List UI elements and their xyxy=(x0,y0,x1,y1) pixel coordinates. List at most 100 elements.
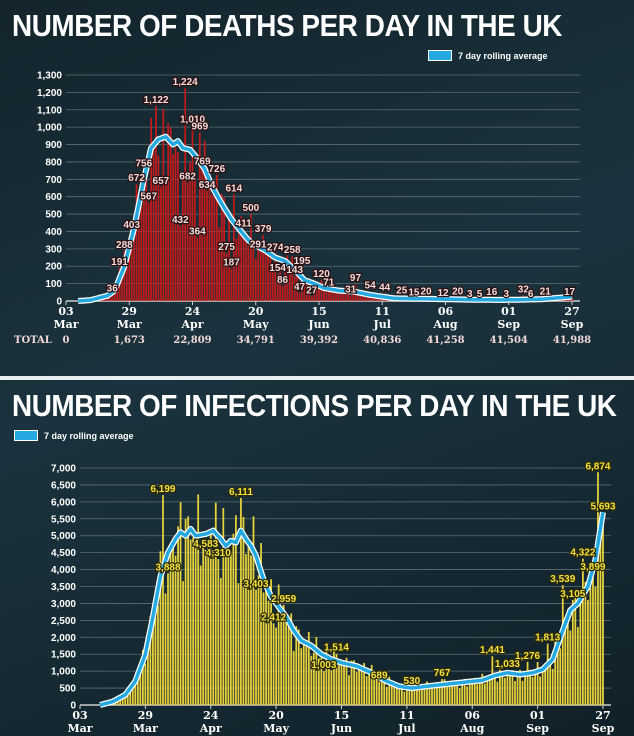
bar xyxy=(275,627,278,705)
bar xyxy=(347,288,350,301)
running-total: 34,791 xyxy=(237,335,275,346)
bar xyxy=(235,515,237,705)
y-tick-label: 2,500 xyxy=(51,616,76,627)
bar xyxy=(355,671,358,705)
y-tick-label: 3,000 xyxy=(51,599,76,610)
running-total: 39,392 xyxy=(300,335,338,346)
bar xyxy=(262,592,265,705)
data-label: 682 xyxy=(179,171,196,182)
data-label: 767 xyxy=(434,668,451,679)
bar xyxy=(549,661,552,705)
bar xyxy=(303,277,306,301)
data-label: 1,514 xyxy=(324,643,349,654)
bar xyxy=(232,533,235,705)
bar xyxy=(301,267,303,301)
bar xyxy=(296,275,298,301)
running-total: 1,673 xyxy=(114,335,145,346)
bar xyxy=(325,649,328,705)
bar xyxy=(198,132,201,301)
bar xyxy=(184,518,187,705)
bar xyxy=(298,292,301,301)
bar xyxy=(348,675,350,705)
bar xyxy=(140,206,143,301)
data-label: 143 xyxy=(286,265,303,276)
data-label: 1,276 xyxy=(515,651,540,662)
bar xyxy=(556,646,559,705)
x-tick-day: 01 xyxy=(530,709,545,722)
bar xyxy=(499,666,501,705)
data-label: 27 xyxy=(306,285,318,296)
bar xyxy=(279,264,281,301)
x-tick-month: May xyxy=(263,722,289,735)
data-label: 25 xyxy=(396,286,408,297)
bar xyxy=(297,629,300,705)
bar xyxy=(131,683,134,705)
bar xyxy=(317,658,320,705)
bar xyxy=(569,630,572,705)
bar xyxy=(438,684,441,705)
y-tick-label: 1,500 xyxy=(51,650,76,661)
bar xyxy=(264,252,267,301)
bar xyxy=(344,291,347,301)
bar xyxy=(179,502,182,705)
y-tick-label: 6,000 xyxy=(51,497,76,508)
bar xyxy=(245,237,247,301)
bar xyxy=(365,676,368,705)
bar xyxy=(325,291,328,301)
bar xyxy=(463,678,466,705)
bar xyxy=(390,683,393,705)
bar xyxy=(129,686,132,705)
bar xyxy=(421,689,423,705)
bar xyxy=(574,589,577,705)
bar xyxy=(254,258,257,301)
bar xyxy=(277,584,280,705)
bar xyxy=(288,271,291,301)
data-label: 20 xyxy=(452,287,464,298)
bar xyxy=(443,679,446,705)
data-label: 6,199 xyxy=(150,484,175,495)
data-label: 6,874 xyxy=(585,461,610,472)
bar xyxy=(504,677,506,705)
data-label: 3,899 xyxy=(580,562,605,573)
y-tick-label: 0 xyxy=(56,297,62,308)
running-total: 0 xyxy=(63,335,70,346)
bar xyxy=(111,701,114,705)
bar xyxy=(282,604,285,705)
bar xyxy=(501,674,504,705)
bar xyxy=(471,681,474,705)
data-label: 1,033 xyxy=(495,659,520,670)
bar xyxy=(276,274,279,301)
x-tick-day: 03 xyxy=(72,709,87,722)
x-tick-month: Mar xyxy=(53,318,78,331)
bar xyxy=(383,679,386,705)
bar xyxy=(328,657,330,705)
bar xyxy=(172,154,174,301)
data-label: 44 xyxy=(379,282,391,293)
y-tick-label: 4,000 xyxy=(51,565,76,576)
bar xyxy=(106,702,109,705)
bar xyxy=(332,291,335,301)
bar xyxy=(202,547,205,705)
bar xyxy=(335,289,337,301)
y-tick-label: 5,000 xyxy=(51,531,76,542)
rolling-average-outline xyxy=(98,511,606,708)
data-label: 291 xyxy=(250,239,267,250)
data-label: 36 xyxy=(107,284,119,295)
deaths-chart-title: NUMBER OF DEATHS PER DAY IN THE UK xyxy=(12,8,562,43)
bar xyxy=(408,685,411,705)
bar xyxy=(295,626,298,705)
bar xyxy=(257,250,260,301)
bar xyxy=(133,215,135,301)
bar xyxy=(592,572,594,705)
bar xyxy=(370,664,373,705)
y-tick-label: 0 xyxy=(70,701,76,712)
bar xyxy=(284,262,286,301)
bar xyxy=(189,161,191,301)
bar xyxy=(111,294,114,301)
data-label: 3,888 xyxy=(155,562,180,573)
data-label: 191 xyxy=(111,257,128,268)
bar xyxy=(483,683,486,705)
data-label: 403 xyxy=(123,220,140,231)
bar xyxy=(353,660,355,705)
x-tick-day: 06 xyxy=(465,709,481,722)
